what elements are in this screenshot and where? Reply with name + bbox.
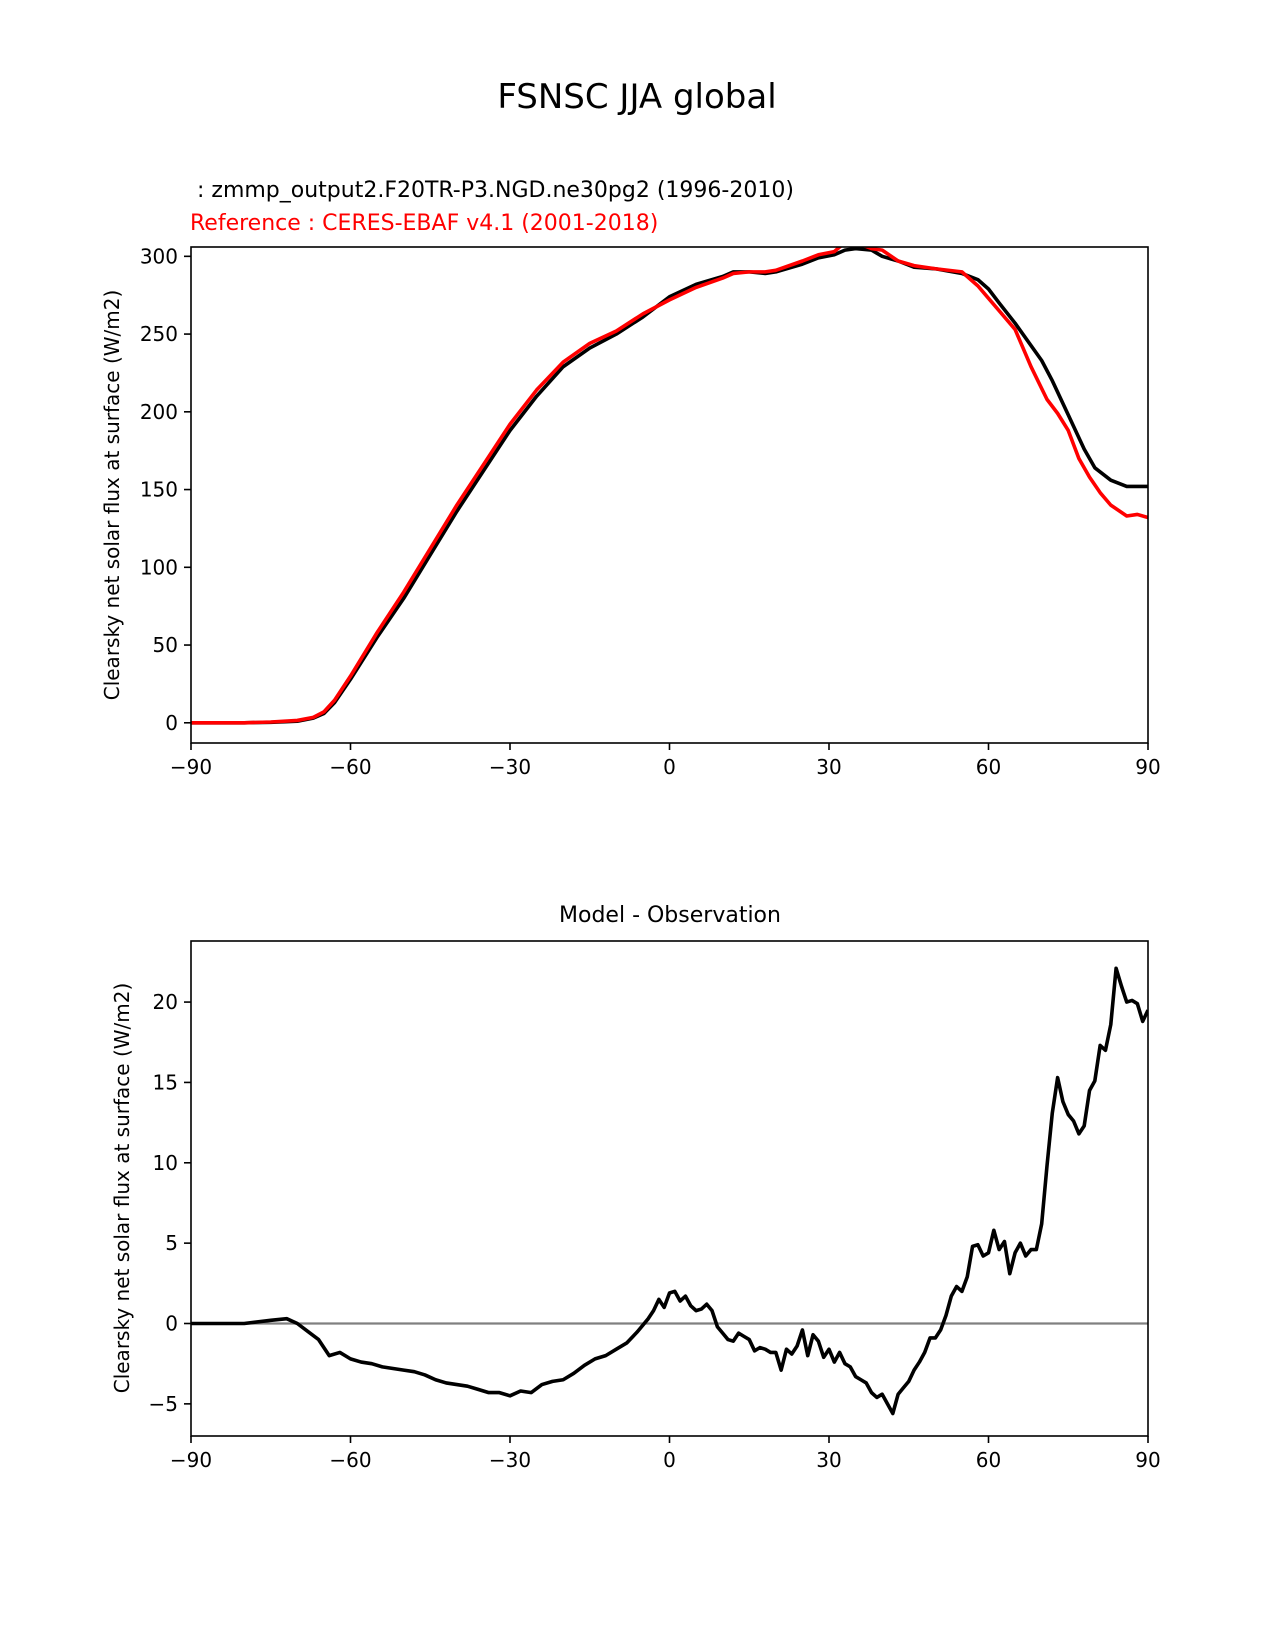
top-x-tick-label: 60 [976, 755, 1001, 779]
top-y-tick-label: 150 [140, 478, 178, 502]
bottom-x-tick-label: 60 [976, 1448, 1001, 1472]
bottom-x-tick-label: −60 [329, 1448, 371, 1472]
bottom-panel: Model - Observation Clearsky net solar f… [110, 903, 1161, 1472]
top-x-tick-label: −60 [329, 755, 371, 779]
bottom-panel-title: Model - Observation [559, 903, 781, 928]
bottom-y-tick-label: 10 [153, 1151, 178, 1175]
bottom-y-tick-label: 20 [153, 990, 178, 1014]
bottom-y-tick-label: 0 [165, 1312, 178, 1336]
test-run-label: : zmmp_output2.F20TR-P3.NGD.ne30pg2 (199… [190, 178, 794, 203]
reference-label: Reference : CERES-EBAF v4.1 (2001-2018) [190, 211, 658, 236]
top-panel: : zmmp_output2.F20TR-P3.NGD.ne30pg2 (199… [100, 178, 1161, 779]
bottom-y-tick-label: 15 [153, 1070, 178, 1094]
bottom-y-tick-label: 5 [165, 1231, 178, 1255]
top-plot-area: −90 −60 −30 0 30 60 90 0 50 100 150 200 250 300 [140, 244, 1161, 779]
top-reference-line [191, 247, 1148, 725]
top-y-tick-label: 200 [140, 400, 178, 424]
top-y-tick-label: 0 [165, 711, 178, 735]
top-x-tick-label: −30 [489, 755, 531, 779]
bottom-x-tick-label: −90 [170, 1448, 212, 1472]
bottom-x-tick-label: 0 [663, 1448, 676, 1472]
top-axes-frame [190, 246, 1149, 744]
bottom-difference-line [191, 966, 1148, 1416]
bottom-y-axis-label: Clearsky net solar flux at surface (W/m2… [110, 983, 134, 1394]
top-y-tick-label: 300 [140, 244, 178, 268]
bottom-x-tick-label: 90 [1135, 1448, 1160, 1472]
bottom-x-tick-label: −30 [489, 1448, 531, 1472]
bottom-y-tick-label: −5 [149, 1392, 178, 1416]
bottom-plot-area: −90 −60 −30 0 30 60 90 −5 0 5 10 15 20 [149, 940, 1161, 1472]
top-y-axis-label: Clearsky net solar flux at surface (W/m2… [100, 290, 124, 701]
top-y-tick-label: 50 [153, 633, 178, 657]
top-x-tick-label: 30 [816, 755, 841, 779]
top-y-tick-label: 100 [140, 555, 178, 579]
bottom-axes-frame [190, 940, 1149, 1437]
bottom-x-tick-label: 30 [816, 1448, 841, 1472]
figure-suptitle: FSNSC JJA global [497, 77, 776, 117]
top-x-tick-label: 0 [663, 755, 676, 779]
top-x-tick-label: −90 [170, 755, 212, 779]
top-y-tick-label: 250 [140, 322, 178, 346]
top-x-tick-label: 90 [1135, 755, 1160, 779]
